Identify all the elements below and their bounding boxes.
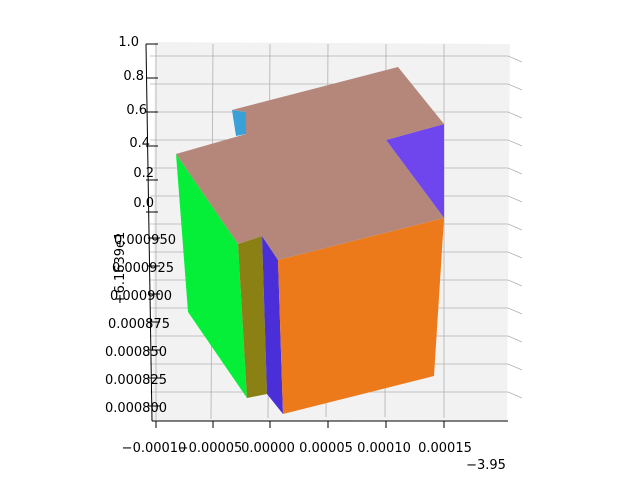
inner-right-face bbox=[262, 236, 283, 414]
right-back-face bbox=[386, 124, 444, 218]
side-grid-line-1 bbox=[507, 83, 523, 91]
tick-labels: 0.0 0.2 0.4 0.6 0.8 1.0 0.000800 0.000825 0.0008… bbox=[105, 35, 506, 473]
side-grid-line-2 bbox=[507, 111, 523, 119]
side-grid-line-10 bbox=[507, 335, 523, 343]
z-tick-label: 0.4 bbox=[129, 136, 150, 151]
side-grid-line-3 bbox=[507, 139, 523, 147]
z-tick-label: 1.0 bbox=[118, 35, 139, 50]
z-tick-label: 0.0 bbox=[133, 196, 154, 211]
y-tick-label: 0.000925 bbox=[112, 261, 174, 276]
y-tick-label: 0.000900 bbox=[110, 289, 172, 304]
axis-lines bbox=[145, 43, 508, 422]
voxel-solid bbox=[176, 67, 444, 414]
z-tick-label: 0.6 bbox=[126, 103, 147, 118]
x-offset-label: −3.95 bbox=[466, 458, 506, 473]
back-blue-face bbox=[232, 110, 246, 136]
y-tick-label: 0.000825 bbox=[105, 373, 167, 388]
side-grid-line-8 bbox=[507, 279, 523, 287]
x-tick-label: 0.00005 bbox=[299, 441, 353, 456]
x-tick-label: 0.00000 bbox=[241, 441, 295, 456]
inner-left-face bbox=[238, 236, 267, 398]
side-grid-line-6 bbox=[507, 223, 523, 231]
side-grid-line-12 bbox=[507, 391, 523, 399]
y-tick-label: 0.000800 bbox=[105, 401, 167, 416]
z-tick-label: 0.8 bbox=[123, 69, 144, 84]
z-axis-line bbox=[145, 43, 153, 422]
x-tick-label: −0.00010 bbox=[122, 441, 187, 456]
x-tick-label: −0.00005 bbox=[178, 441, 243, 456]
top-face bbox=[176, 67, 444, 260]
tick-marks bbox=[146, 43, 445, 428]
front-face bbox=[278, 218, 444, 414]
side-grid-line-7 bbox=[507, 251, 523, 259]
x-tick-label: 0.00015 bbox=[418, 441, 472, 456]
z-tick-label: 0.2 bbox=[133, 166, 154, 181]
side-grid-line-9 bbox=[507, 307, 523, 315]
y-offset-label: +6.1639e1 bbox=[113, 232, 128, 305]
x-tick-label: 0.00010 bbox=[357, 441, 411, 456]
y-tick-label: 0.000950 bbox=[114, 233, 176, 248]
y-tick-label: 0.000850 bbox=[105, 345, 167, 360]
side-grid-line-11 bbox=[507, 363, 523, 371]
side-grid-line-4 bbox=[507, 167, 523, 175]
side-grid-line-0 bbox=[507, 55, 523, 63]
left-face bbox=[176, 154, 247, 398]
y-tick-label: 0.000875 bbox=[108, 317, 170, 332]
side-grid-line-5 bbox=[507, 195, 523, 203]
